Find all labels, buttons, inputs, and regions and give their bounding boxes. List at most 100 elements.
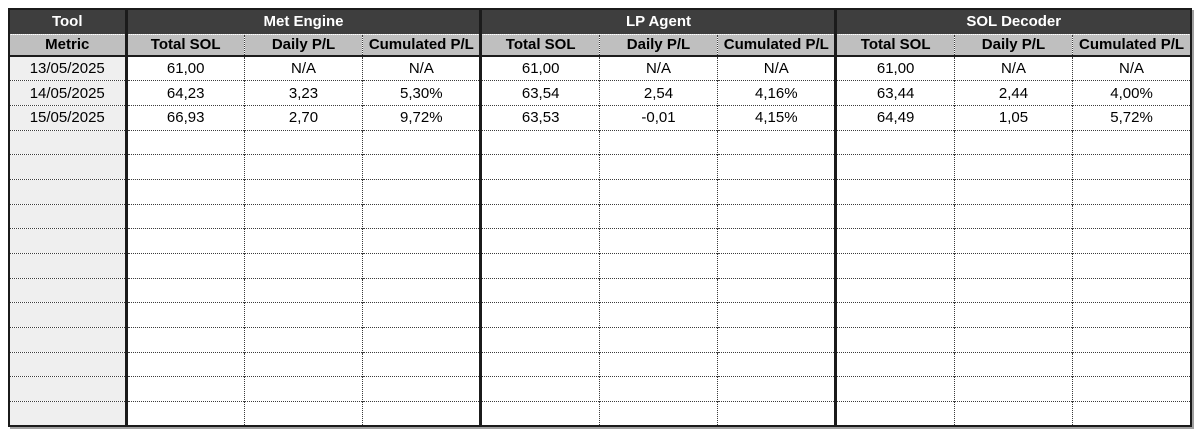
empty-cell[interactable] <box>243 277 363 303</box>
empty-cell[interactable] <box>717 302 836 328</box>
empty-cell[interactable] <box>953 154 1073 180</box>
empty-cell[interactable] <box>362 401 481 427</box>
empty-cell[interactable] <box>479 327 600 353</box>
empty-cell[interactable] <box>243 178 363 205</box>
empty-cell[interactable] <box>1072 178 1191 205</box>
empty-cell[interactable] <box>834 376 955 402</box>
empty-cell[interactable] <box>124 178 245 205</box>
empty-cell[interactable] <box>124 203 245 229</box>
empty-cell[interactable] <box>1072 203 1191 229</box>
column-header-total-sol[interactable]: Total SOL <box>834 34 955 57</box>
empty-cell[interactable] <box>124 129 245 155</box>
empty-cell[interactable] <box>834 351 955 377</box>
data-cell[interactable]: 9,72% <box>362 104 481 131</box>
empty-cell[interactable] <box>479 228 600 254</box>
empty-cell[interactable] <box>479 129 600 155</box>
empty-cell[interactable] <box>479 401 600 427</box>
empty-cell[interactable] <box>717 327 836 353</box>
empty-cell[interactable] <box>124 302 245 328</box>
empty-cell[interactable] <box>953 302 1073 328</box>
empty-cell[interactable] <box>362 351 481 377</box>
section-header-sol-decoder[interactable]: SOL Decoder <box>834 9 1191 35</box>
empty-cell[interactable] <box>598 302 718 328</box>
empty-cell[interactable] <box>362 327 481 353</box>
empty-cell[interactable] <box>243 302 363 328</box>
empty-cell[interactable] <box>479 277 600 303</box>
column-header-total-sol[interactable]: Total SOL <box>479 34 600 57</box>
row-date-cell[interactable]: 13/05/2025 <box>9 56 126 81</box>
empty-cell[interactable] <box>598 253 718 279</box>
empty-cell[interactable] <box>717 277 836 303</box>
section-header-lp-agent[interactable]: LP Agent <box>479 9 836 35</box>
column-header-cumulated-p/l[interactable]: Cumulated P/L <box>362 34 481 57</box>
section-header-met-engine[interactable]: Met Engine <box>124 9 481 35</box>
column-header-daily-p/l[interactable]: Daily P/L <box>598 34 718 57</box>
data-cell[interactable]: 63,53 <box>479 104 600 131</box>
row-date-cell[interactable]: 15/05/2025 <box>9 104 126 131</box>
empty-cell[interactable] <box>953 401 1073 427</box>
data-cell[interactable]: 2,54 <box>598 80 718 106</box>
data-cell[interactable]: 64,49 <box>834 104 955 131</box>
empty-cell[interactable] <box>1072 327 1191 353</box>
empty-cell[interactable] <box>953 228 1073 254</box>
empty-cell[interactable] <box>834 178 955 205</box>
empty-cell[interactable] <box>362 228 481 254</box>
empty-cell[interactable] <box>479 302 600 328</box>
empty-cell[interactable] <box>243 327 363 353</box>
empty-cell[interactable] <box>717 203 836 229</box>
data-cell[interactable]: 5,72% <box>1072 104 1191 131</box>
metric-corner-cell[interactable]: Metric <box>9 34 126 57</box>
data-cell[interactable]: 61,00 <box>834 56 955 81</box>
empty-cell[interactable] <box>717 228 836 254</box>
empty-cell[interactable] <box>834 327 955 353</box>
empty-cell[interactable] <box>598 327 718 353</box>
empty-cell[interactable] <box>243 351 363 377</box>
empty-row-date-cell[interactable] <box>9 129 126 155</box>
data-cell[interactable]: N/A <box>717 56 836 81</box>
data-cell[interactable]: 63,44 <box>834 80 955 106</box>
empty-cell[interactable] <box>598 154 718 180</box>
column-header-daily-p/l[interactable]: Daily P/L <box>953 34 1073 57</box>
empty-cell[interactable] <box>717 351 836 377</box>
empty-cell[interactable] <box>953 129 1073 155</box>
empty-cell[interactable] <box>834 154 955 180</box>
data-cell[interactable]: -0,01 <box>598 104 718 131</box>
empty-cell[interactable] <box>953 327 1073 353</box>
empty-cell[interactable] <box>953 351 1073 377</box>
empty-cell[interactable] <box>479 351 600 377</box>
empty-cell[interactable] <box>479 253 600 279</box>
empty-cell[interactable] <box>124 228 245 254</box>
empty-cell[interactable] <box>124 154 245 180</box>
empty-cell[interactable] <box>124 351 245 377</box>
empty-cell[interactable] <box>1072 351 1191 377</box>
empty-cell[interactable] <box>362 178 481 205</box>
row-date-cell[interactable]: 14/05/2025 <box>9 80 126 106</box>
empty-cell[interactable] <box>362 253 481 279</box>
empty-cell[interactable] <box>834 228 955 254</box>
empty-cell[interactable] <box>479 154 600 180</box>
empty-row-date-cell[interactable] <box>9 228 126 254</box>
empty-cell[interactable] <box>243 401 363 427</box>
data-cell[interactable]: N/A <box>1072 56 1191 81</box>
empty-cell[interactable] <box>1072 228 1191 254</box>
data-cell[interactable]: 3,23 <box>243 80 363 106</box>
empty-cell[interactable] <box>834 277 955 303</box>
empty-cell[interactable] <box>124 253 245 279</box>
empty-row-date-cell[interactable] <box>9 178 126 205</box>
data-cell[interactable]: 61,00 <box>124 56 245 81</box>
empty-cell[interactable] <box>834 253 955 279</box>
column-header-cumulated-p/l[interactable]: Cumulated P/L <box>1072 34 1191 57</box>
data-cell[interactable]: 1,05 <box>953 104 1073 131</box>
empty-cell[interactable] <box>124 327 245 353</box>
empty-cell[interactable] <box>717 154 836 180</box>
empty-row-date-cell[interactable] <box>9 401 126 427</box>
empty-cell[interactable] <box>124 376 245 402</box>
empty-cell[interactable] <box>717 376 836 402</box>
empty-cell[interactable] <box>717 178 836 205</box>
data-cell[interactable]: 2,44 <box>953 80 1073 106</box>
data-cell[interactable]: 4,15% <box>717 104 836 131</box>
empty-cell[interactable] <box>717 129 836 155</box>
column-header-cumulated-p/l[interactable]: Cumulated P/L <box>717 34 836 57</box>
empty-row-date-cell[interactable] <box>9 327 126 353</box>
empty-row-date-cell[interactable] <box>9 154 126 180</box>
